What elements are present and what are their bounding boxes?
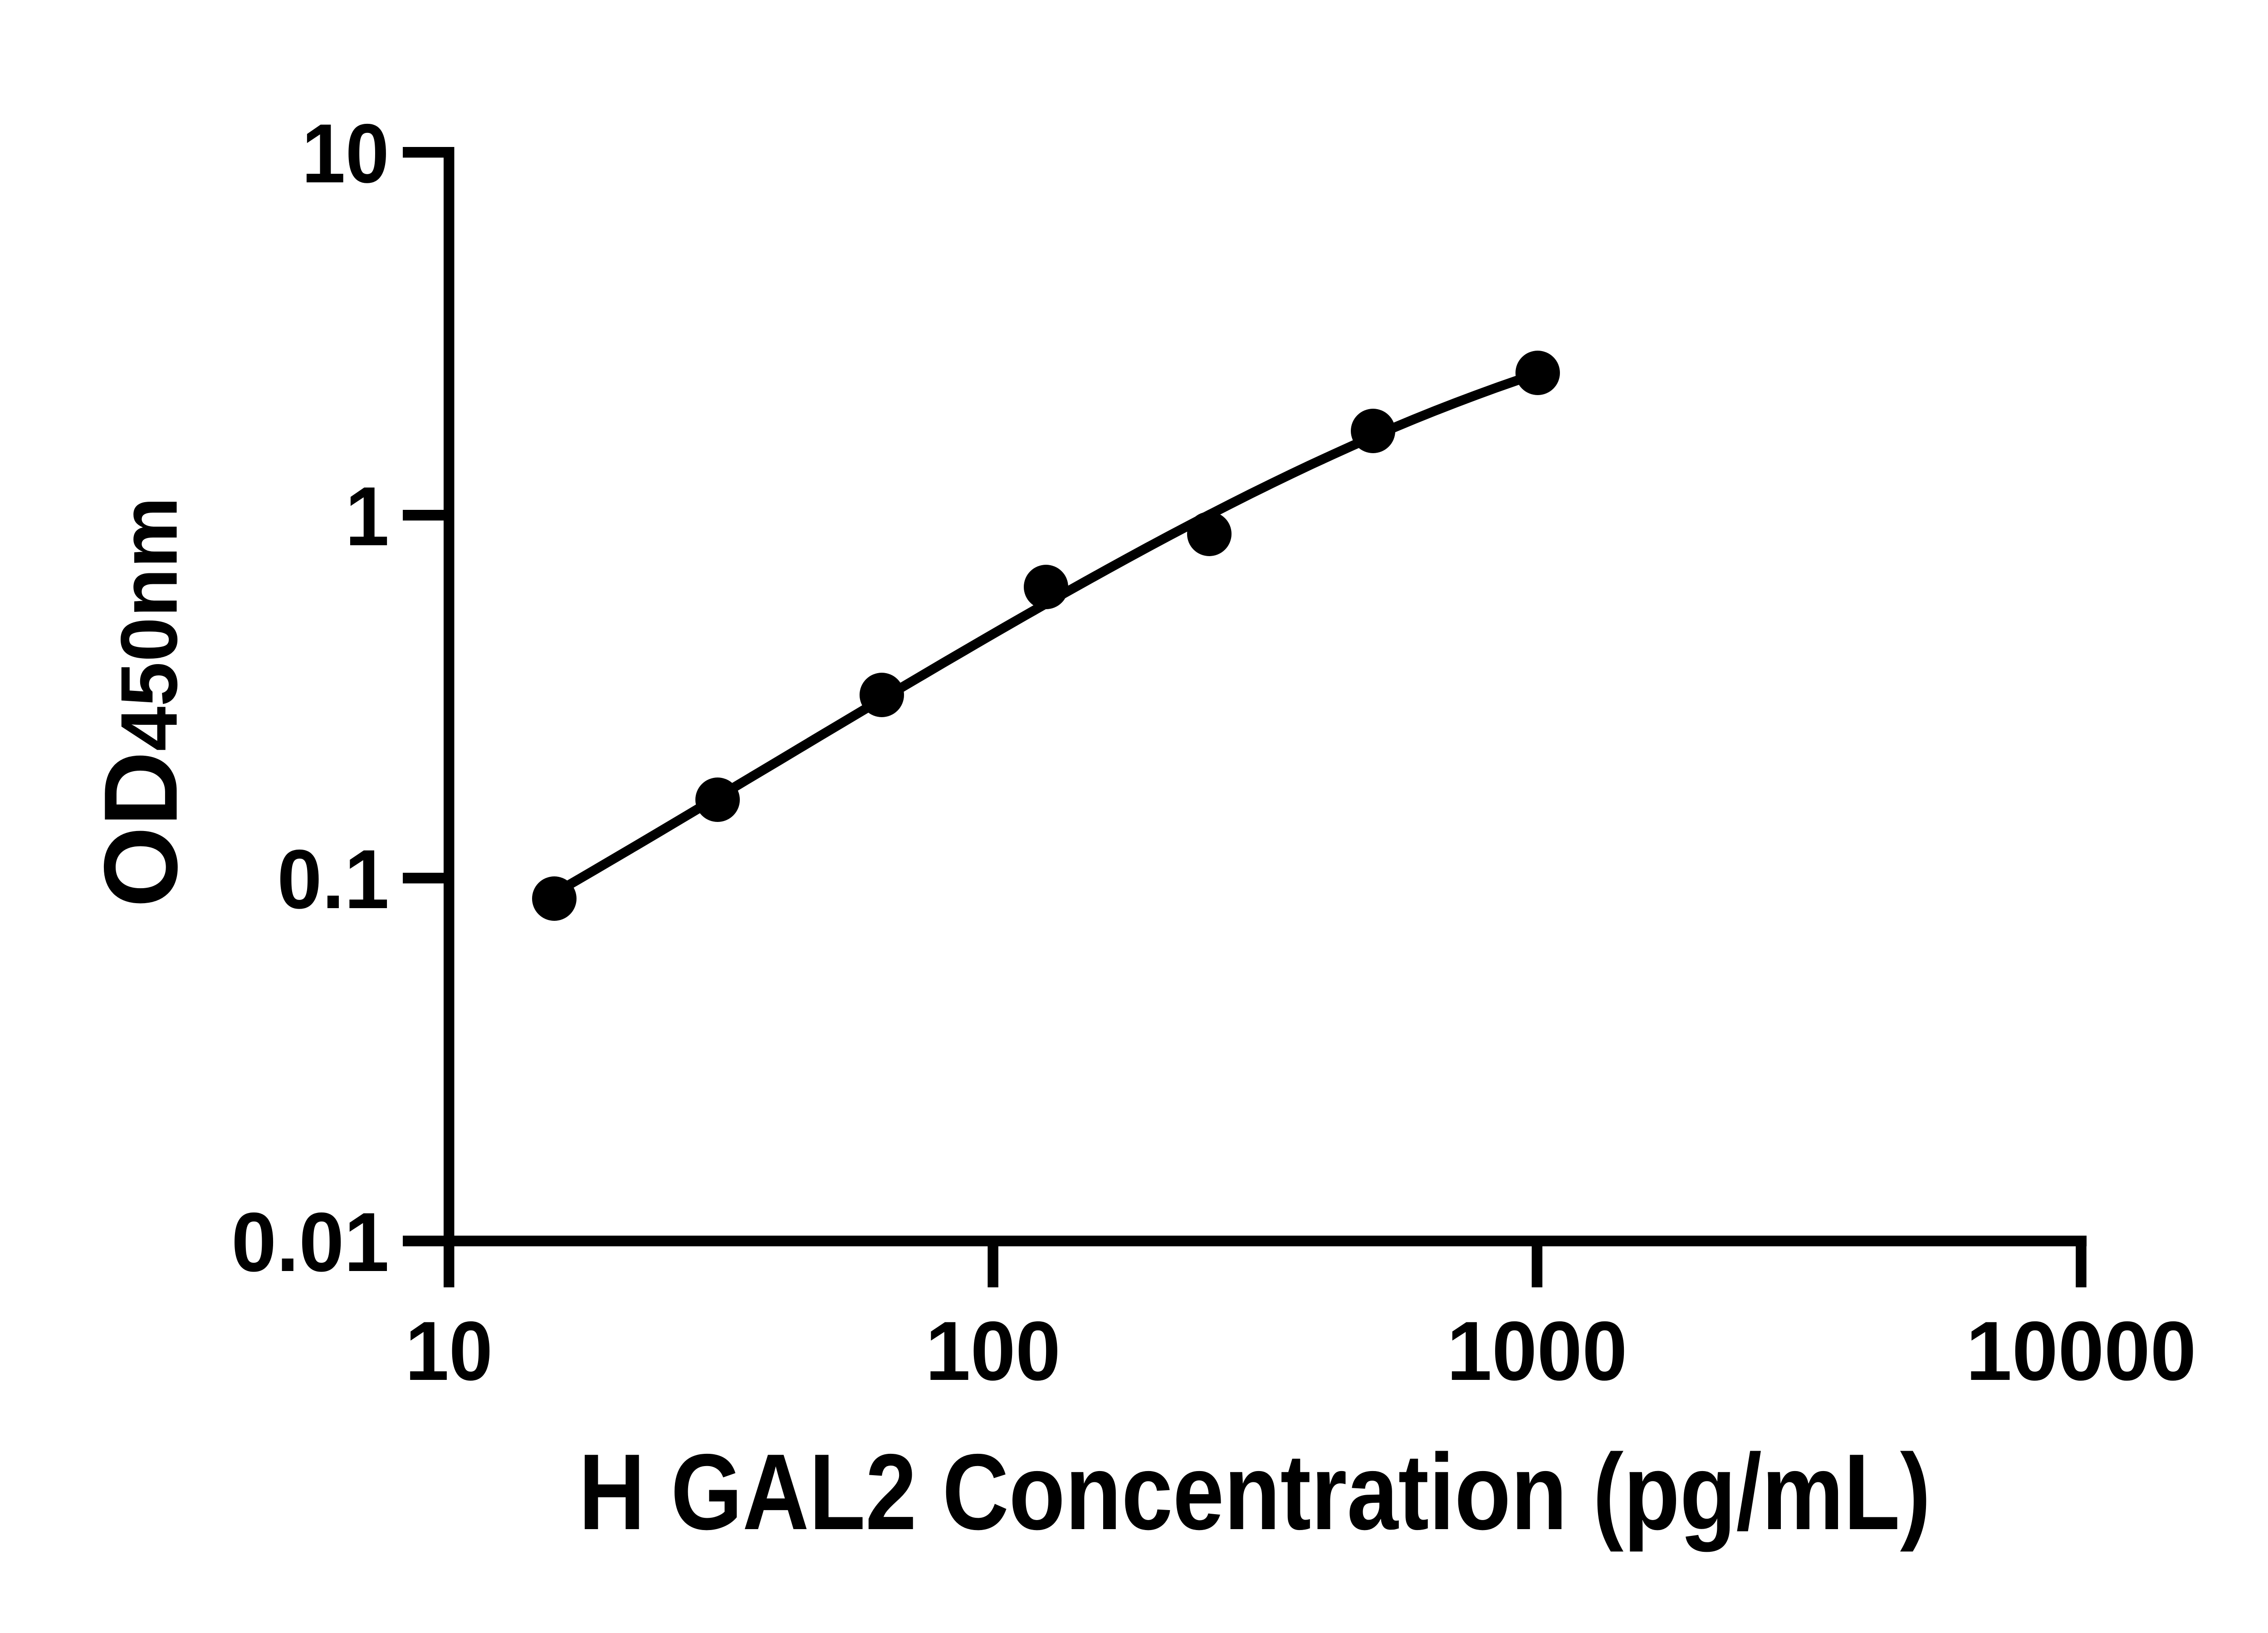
svg-text:1: 1 xyxy=(345,470,389,563)
svg-text:H GAL2 Concentration (pg/mL): H GAL2 Concentration (pg/mL) xyxy=(579,1432,1931,1552)
svg-text:100: 100 xyxy=(925,1305,1061,1398)
svg-text:1000: 1000 xyxy=(1447,1305,1628,1398)
svg-text:10: 10 xyxy=(302,107,389,200)
svg-text:10000: 10000 xyxy=(1966,1305,2196,1398)
svg-text:0.1: 0.1 xyxy=(277,833,389,926)
svg-text:OD450nm: OD450nm xyxy=(83,497,199,908)
svg-text:10: 10 xyxy=(405,1305,493,1398)
svg-text:0.01: 0.01 xyxy=(231,1196,389,1289)
